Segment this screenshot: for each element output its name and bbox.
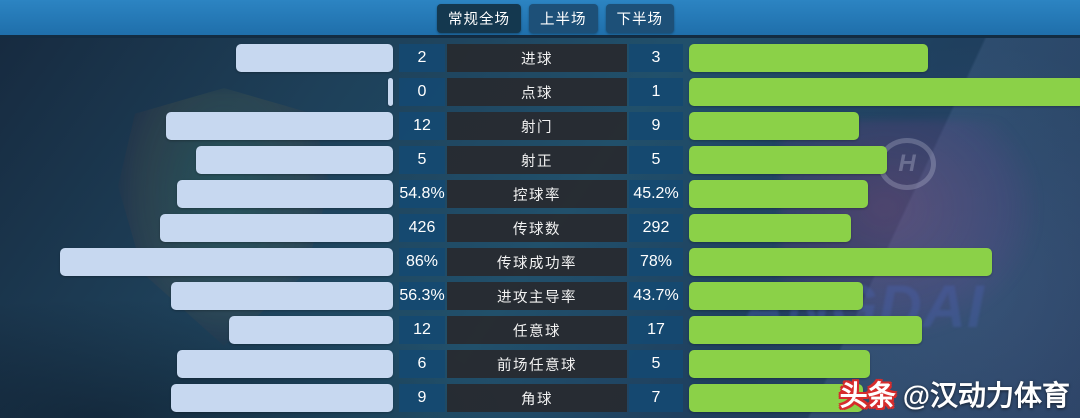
home-bar-area [0,44,397,72]
away-bar-area [685,316,1080,344]
home-team-bar [171,282,393,310]
stat-label: 传球成功率 [447,248,627,276]
away-value: 17 [629,316,683,344]
stat-label: 前场任意球 [447,350,627,378]
home-value: 56.3% [399,282,445,310]
stat-row: 5 射正 5 [0,146,1080,174]
home-value: 12 [399,112,445,140]
period-tab-active[interactable]: 常规全场 [437,4,521,33]
home-team-bar [171,384,393,412]
home-bar-area [0,78,397,106]
stat-label: 射门 [447,112,627,140]
away-bar-area [685,78,1080,106]
away-bar-area [685,112,1080,140]
stat-label: 点球 [447,78,627,106]
home-value: 86% [399,248,445,276]
away-team-bar [689,316,923,344]
home-value: 6 [399,350,445,378]
home-bar-area [0,146,397,174]
home-value: 426 [399,214,445,242]
toutiao-logo: 头条 [839,380,896,411]
home-value: 5 [399,146,445,174]
stat-row: 9 角球 7 [0,384,1080,412]
home-value: 2 [399,44,445,72]
home-bar-area [0,316,397,344]
away-team-bar [689,282,863,310]
home-team-bar [177,350,393,378]
home-team-bar [59,248,393,276]
away-bar-area [685,350,1080,378]
watermark-handle: @汉动力体育 [902,380,1070,411]
away-value: 43.7% [629,282,683,310]
home-bar-area [0,350,397,378]
away-value: 1 [629,78,683,106]
home-bar-area [0,112,397,140]
home-team-bar [387,78,393,106]
away-bar-area [685,44,1080,72]
stat-label: 传球数 [447,214,627,242]
period-tab-bar: 常规全场 上半场 下半场 [0,0,1080,38]
away-value: 78% [629,248,683,276]
home-value: 54.8% [399,180,445,208]
stat-row: 86% 传球成功率 78% [0,248,1080,276]
away-bar-area [685,180,1080,208]
tabs-container: 常规全场 上半场 下半场 [437,4,674,33]
home-team-bar [229,316,393,344]
home-bar-area [0,282,397,310]
stat-row: 426 传球数 292 [0,214,1080,242]
away-bar-area [685,248,1080,276]
stat-row: 12 射门 9 [0,112,1080,140]
home-value: 12 [399,316,445,344]
away-team-bar [689,384,863,412]
away-value: 5 [629,146,683,174]
stat-label: 进攻主导率 [447,282,627,310]
away-bar-area [685,146,1080,174]
watermark: 头条 @汉动力体育 [840,374,1070,414]
away-team-bar [689,146,887,174]
away-team-bar [689,112,859,140]
away-bar-area [685,214,1080,242]
away-team-bar [689,214,851,242]
stat-label: 射正 [447,146,627,174]
away-value: 7 [629,384,683,412]
stat-row: 56.3% 进攻主导率 43.7% [0,282,1080,310]
away-team-bar [689,180,869,208]
away-team-bar [689,248,993,276]
away-value: 3 [629,44,683,72]
away-value: 292 [629,214,683,242]
away-bar-area [685,282,1080,310]
stat-row: 0 点球 1 [0,78,1080,106]
stat-label: 角球 [447,384,627,412]
stat-label: 任意球 [447,316,627,344]
stat-label: 进球 [447,44,627,72]
home-bar-area [0,384,397,412]
away-value: 5 [629,350,683,378]
home-team-bar [176,180,393,208]
away-team-bar [689,350,870,378]
home-team-bar [166,112,393,140]
home-value: 0 [399,78,445,106]
stat-row: 12 任意球 17 [0,316,1080,344]
away-team-bar [689,78,1080,106]
away-bar-area [685,384,1080,412]
home-bar-area [0,248,397,276]
home-bar-area [0,180,397,208]
stats-table: 2 进球 3 0 点球 1 12 射门 9 5 射正 5 [0,38,1080,412]
away-team-bar [689,44,928,72]
home-team-bar [195,146,393,174]
home-team-bar [236,44,393,72]
stat-row: 54.8% 控球率 45.2% [0,180,1080,208]
stat-row: 2 进球 3 [0,44,1080,72]
home-value: 9 [399,384,445,412]
away-value: 9 [629,112,683,140]
period-tab[interactable]: 下半场 [605,4,674,33]
home-bar-area [0,214,397,242]
period-tab[interactable]: 上半场 [529,4,598,33]
stat-row: 6 前场任意球 5 [0,350,1080,378]
home-team-bar [159,214,393,242]
away-value: 45.2% [629,180,683,208]
stat-label: 控球率 [447,180,627,208]
